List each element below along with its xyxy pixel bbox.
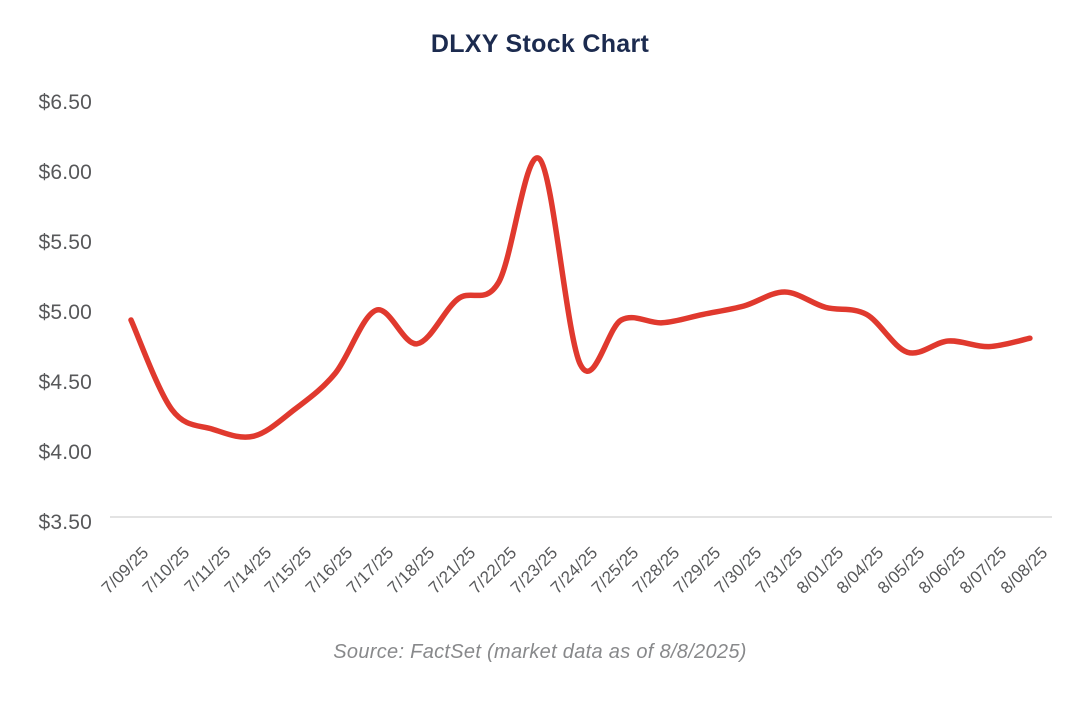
source-note: Source: FactSet (market data as of 8/8/2… xyxy=(333,641,747,663)
y-axis-tick-label: $3.50 xyxy=(38,511,92,534)
y-axis-tick-label: $4.00 xyxy=(38,441,92,464)
y-axis-tick-label: $6.00 xyxy=(38,161,92,184)
y-axis-tick-label: $5.50 xyxy=(38,231,92,254)
y-axis-tick-label: $6.50 xyxy=(38,91,92,114)
y-axis-tick-label: $4.50 xyxy=(38,371,92,394)
y-axis-tick-label: $5.00 xyxy=(38,301,92,324)
chart-title: DLXY Stock Chart xyxy=(430,30,650,58)
price-line xyxy=(128,155,1033,440)
